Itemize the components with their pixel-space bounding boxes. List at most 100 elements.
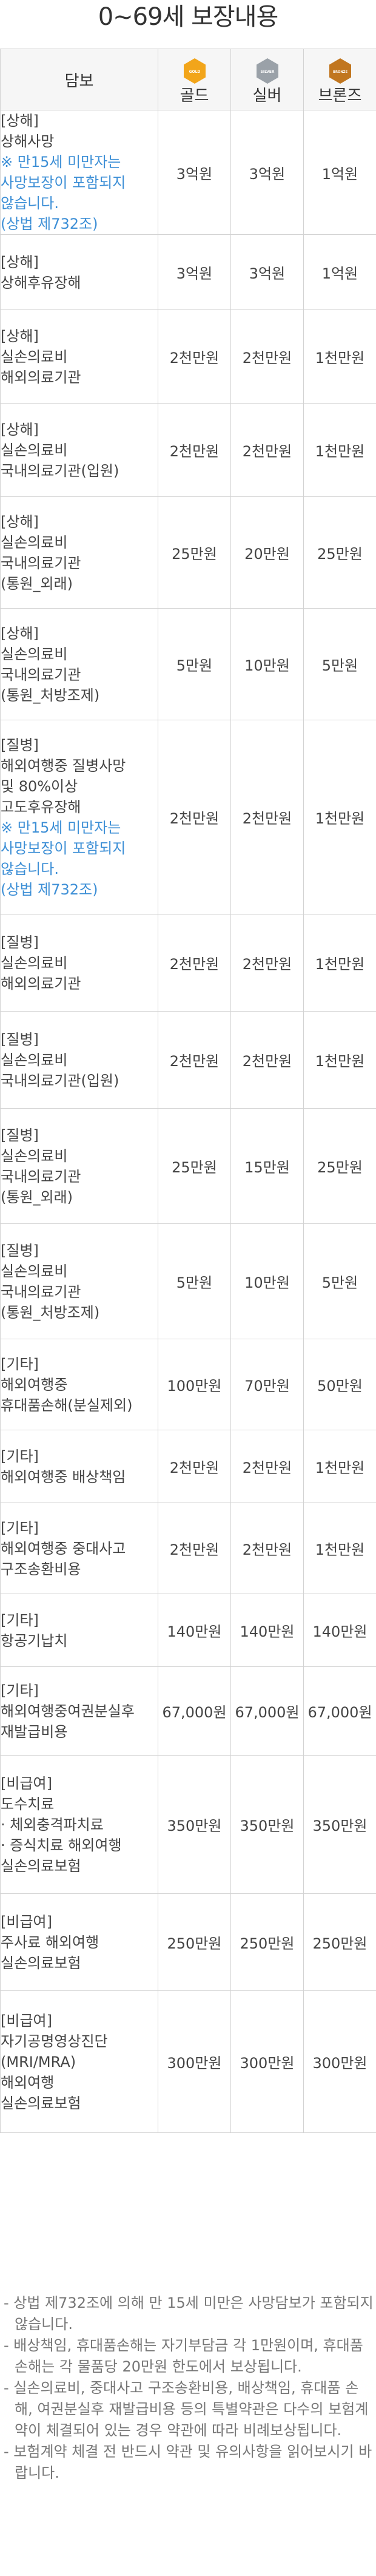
coverage-name: 주사료 해외여행 실손의료보험 (1, 1933, 99, 1972)
coverage-name: 실손의료비 국내의료기관(입원) (1, 1051, 119, 1089)
amount-bronze: 67,000원 (303, 1666, 376, 1756)
coverage-category: [상해] (1, 624, 39, 642)
footnotes: - 상법 제732조에 의해 만 15세 미만은 사망담보가 포함되지 않습니다… (0, 2293, 376, 2484)
amount-bronze: 300만원 (303, 1990, 376, 2133)
coverage-name-cell: [질병] 실손의료비 국내의료기관 (통원_처방조제) (0, 1223, 158, 1339)
coverage-name-cell: [기타] 항공기납치 (0, 1594, 158, 1667)
coverage-category: [질병] (1, 933, 39, 951)
amount-gold: 300만원 (158, 1990, 231, 2133)
amount-bronze: 1천만원 (303, 720, 376, 914)
table-row: [비급여] 도수치료 · 체외충격파치료 · 증식치료 해외여행 실손의료보험 35… (0, 1755, 376, 1894)
footnote-item: - 보험계약 체결 전 반드시 약관 및 유의사항을 읽어보시기 바랍니다. (4, 2443, 372, 2481)
amount-gold: 2천만원 (158, 1503, 231, 1594)
coverage-name-cell: [상해] 실손의료비 국내의료기관 (통원_처방조제) (0, 608, 158, 720)
table-row: [질병] 해외여행중 질병사망 및 80%이상 고도후유장해 ※ 만15세 미만자는… (0, 720, 376, 914)
coverage-category: [상해] (1, 112, 39, 129)
coverage-name: 상해후유장해 (1, 274, 81, 291)
amount-gold: 2천만원 (158, 1430, 231, 1503)
amount-silver: 10만원 (230, 1223, 304, 1339)
coverage-name: 해외여행중 질병사망 및 80%이상 고도후유장해 (1, 757, 126, 816)
table-row: [기타] 해외여행중 휴대품손해(분실제외) 100만원 70만원 50만원 (0, 1339, 376, 1430)
amount-gold: 25만원 (158, 496, 231, 609)
coverage-table: 담보 GOLD 골드 SILVER 실버 BRONZE (0, 49, 376, 2133)
amount-silver: 300만원 (230, 1990, 304, 2133)
coverage-name-cell: [기타] 해외여행중 중대사고 구조송환비용 (0, 1503, 158, 1594)
table-row: [상해] 실손의료비 국내의료기관(입원) 2천만원 2천만원 1천만원 (0, 403, 376, 497)
coverage-name-cell: [상해] 실손의료비 국내의료기관(입원) (0, 403, 158, 497)
coverage-name-cell: [질병] 해외여행중 질병사망 및 80%이상 고도후유장해 ※ 만15세 미만자는… (0, 720, 158, 914)
amount-gold: 100만원 (158, 1339, 231, 1430)
table-row: [상해] 실손의료비 해외의료기관 2천만원 2천만원 1천만원 (0, 309, 376, 404)
header-plan-gold: GOLD 골드 (158, 49, 231, 110)
coverage-category: [기타] (1, 1519, 39, 1536)
amount-silver: 350만원 (230, 1755, 304, 1894)
coverage-name-cell: [비급여] 도수치료 · 체외충격파치료 · 증식치료 해외여행 실손의료보험 (0, 1755, 158, 1894)
coverage-category: [상해] (1, 327, 39, 345)
table-row: [비급여] 주사료 해외여행 실손의료보험 250만원 250만원 250만원 (0, 1893, 376, 1991)
amount-bronze: 1천만원 (303, 309, 376, 404)
amount-silver: 3억원 (230, 234, 304, 310)
table-row: [상해] 실손의료비 국내의료기관 (통원_처방조제) 5만원 10만원 5만원 (0, 608, 376, 720)
coverage-name-cell: [질병] 실손의료비 해외의료기관 (0, 914, 158, 1012)
amount-silver: 2천만원 (230, 1011, 304, 1109)
coverage-category: [비급여] (1, 1913, 52, 1930)
header-coverage: 담보 (0, 49, 158, 110)
gold-badge-icon: GOLD (183, 58, 206, 84)
amount-gold: 25만원 (158, 1108, 231, 1224)
coverage-name-cell: [상해] 실손의료비 국내의료기관 (통원_외래) (0, 496, 158, 609)
coverage-name: 실손의료비 국내의료기관 (통원_처방조제) (1, 1262, 100, 1321)
amount-gold: 2천만원 (158, 403, 231, 497)
amount-bronze: 1억원 (303, 234, 376, 310)
amount-bronze: 350만원 (303, 1755, 376, 1894)
coverage-name-cell: [비급여] 자기공명영상진단 (MRI/MRA) 해외여행 실손의료보험 (0, 1990, 158, 2133)
coverage-category: [질병] (1, 1242, 39, 1259)
amount-silver: 2천만원 (230, 914, 304, 1012)
amount-bronze: 25만원 (303, 496, 376, 609)
table-header-row: 담보 GOLD 골드 SILVER 실버 BRONZE (0, 49, 376, 110)
table-row: [질병] 실손의료비 국내의료기관(입원) 2천만원 2천만원 1천만원 (0, 1011, 376, 1109)
header-plan-silver: SILVER 실버 (230, 49, 304, 110)
amount-gold: 350만원 (158, 1755, 231, 1894)
coverage-name-cell: [기타] 해외여행중여권분실후 재발급비용 (0, 1666, 158, 1756)
coverage-category: [질병] (1, 1126, 39, 1144)
coverage-category: [기타] (1, 1611, 39, 1629)
coverage-name: 실손의료비 국내의료기관 (통원_외래) (1, 1147, 81, 1206)
svg-text:GOLD: GOLD (189, 70, 200, 74)
coverage-note: ※ 만15세 미만자는 사망보장이 포함되지 않습니다. (상법 제732조) (1, 819, 126, 898)
amount-bronze: 5만원 (303, 1223, 376, 1339)
table-row: [기타] 해외여행중 배상책임 2천만원 2천만원 1천만원 (0, 1430, 376, 1503)
coverage-category: [상해] (1, 421, 39, 438)
coverage-category: [비급여] (1, 1774, 52, 1792)
page-title: 0~69세 보장내용 (98, 3, 279, 31)
footnote-item: - 실손의료비, 중대사고 구조송환비용, 배상책임, 휴대품 손해, 여권분실… (4, 2379, 369, 2439)
plan-name: 브론즈 (318, 87, 362, 105)
footnote-item: - 배상책임, 휴대품손해는 자기부담금 각 1만원이며, 휴대품손해는 각 물… (4, 2337, 363, 2375)
silver-badge-icon: SILVER (256, 58, 278, 84)
footnote-item: - 상법 제732조에 의해 만 15세 미만은 사망담보가 포함되지 않습니다… (4, 2294, 374, 2333)
amount-gold: 3억원 (158, 110, 231, 235)
coverage-name: 항공기납치 (1, 1632, 68, 1649)
coverage-name: 상해사망 (1, 133, 55, 150)
coverage-name-cell: [질병] 실손의료비 국내의료기관(입원) (0, 1011, 158, 1109)
coverage-note: ※ 만15세 미만자는 사망보장이 포함되지 않습니다. (상법 제732조) (1, 154, 126, 232)
table-row: [상해] 실손의료비 국내의료기관 (통원_외래) 25만원 20만원 25만원 (0, 496, 376, 609)
amount-bronze: 1천만원 (303, 1503, 376, 1594)
table-row: [상해] 상해후유장해 3억원 3억원 1억원 (0, 234, 376, 310)
table-row: [질병] 실손의료비 국내의료기관 (통원_외래) 25만원 15만원 25만원 (0, 1108, 376, 1224)
table-row: [상해] 상해사망 ※ 만15세 미만자는 사망보장이 포함되지 않습니다. (상법… (0, 110, 376, 235)
svg-text:BRONZE: BRONZE (332, 70, 347, 74)
table-row: [기타] 해외여행중여권분실후 재발급비용 67,000원 67,000원 67,000… (0, 1666, 376, 1756)
coverage-name: 도수치료 · 체외충격파치료 · 증식치료 해외여행 실손의료보험 (1, 1795, 122, 1875)
coverage-category: [질병] (1, 736, 39, 754)
coverage-name: 해외여행중 중대사고 구조송환비용 (1, 1540, 126, 1578)
amount-bronze: 1천만원 (303, 914, 376, 1012)
amount-gold: 250만원 (158, 1893, 231, 1991)
amount-gold: 2천만원 (158, 914, 231, 1012)
amount-gold: 2천만원 (158, 720, 231, 914)
amount-silver: 3억원 (230, 110, 304, 235)
table-row: [질병] 실손의료비 해외의료기관 2천만원 2천만원 1천만원 (0, 914, 376, 1012)
header-plan-bronze: BRONZE 브론즈 (303, 49, 376, 110)
amount-silver: 140만원 (230, 1594, 304, 1667)
amount-bronze: 50만원 (303, 1339, 376, 1430)
amount-silver: 2천만원 (230, 403, 304, 497)
